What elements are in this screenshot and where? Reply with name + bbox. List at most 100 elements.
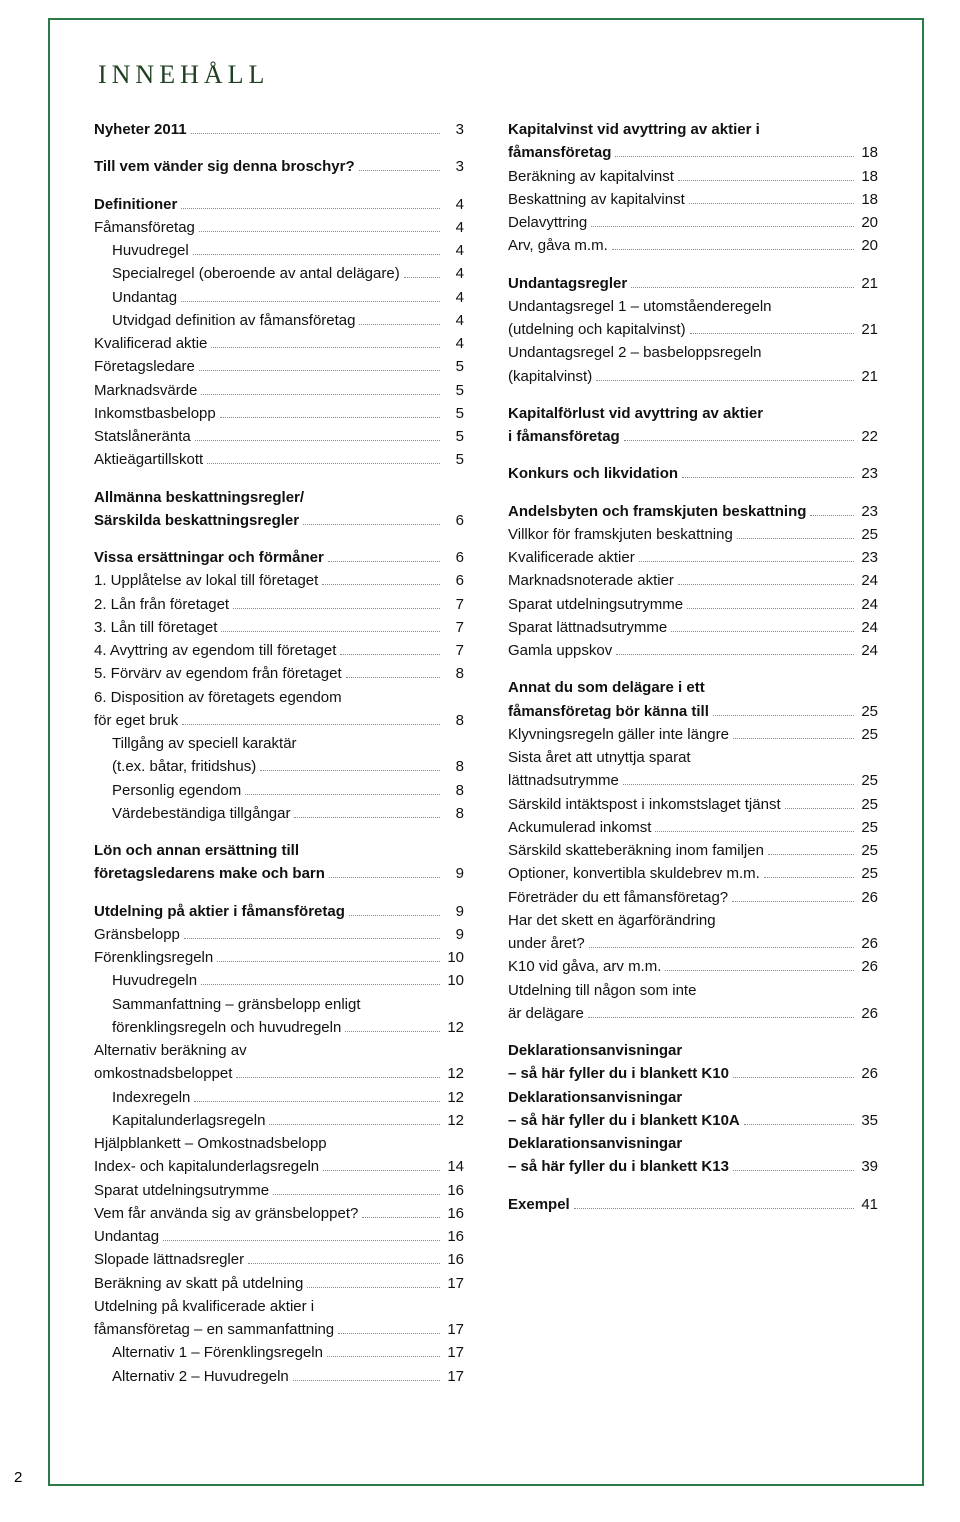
toc-page: 12 <box>444 1109 464 1132</box>
toc-entry[interactable]: Sparat lättnadsutrymme24 <box>508 616 878 639</box>
toc-entry[interactable]: 2. Lån från företaget7 <box>94 593 464 616</box>
toc-entry[interactable]: Kvalificerade aktier23 <box>508 546 878 569</box>
toc-entry[interactable]: Beräkning av kapitalvinst18 <box>508 165 878 188</box>
toc-entry[interactable]: Har det skett en ägarförändring <box>508 909 878 932</box>
toc-entry[interactable]: Exempel41 <box>508 1193 878 1216</box>
toc-entry[interactable]: företagsledarens make och barn9 <box>94 862 464 885</box>
toc-entry[interactable]: Sammanfattning – gränsbelopp enligt <box>94 993 464 1016</box>
toc-entry[interactable]: Slopade lättnadsregler16 <box>94 1248 464 1271</box>
toc-entry[interactable]: Särskild skatteberäkning inom familjen25 <box>508 839 878 862</box>
toc-entry[interactable]: lättnadsutrymme25 <box>508 769 878 792</box>
toc-entry[interactable]: Kapitalunderlagsregeln12 <box>94 1109 464 1132</box>
toc-entry[interactable]: omkostnadsbeloppet12 <box>94 1062 464 1085</box>
toc-entry[interactable]: Undantagsregel 2 – basbeloppsregeln <box>508 341 878 364</box>
toc-entry[interactable]: Till vem vänder sig denna broschyr?3 <box>94 155 464 178</box>
toc-entry[interactable]: Beräkning av skatt på utdelning17 <box>94 1272 464 1295</box>
toc-entry[interactable]: Utdelning på kvalificerade aktier i <box>94 1295 464 1318</box>
toc-entry[interactable]: Statslåneränta5 <box>94 425 464 448</box>
toc-entry[interactable]: Nyheter 20113 <box>94 118 464 141</box>
toc-entry[interactable]: 4. Avyttring av egendom till företaget7 <box>94 639 464 662</box>
toc-entry[interactable]: Inkomstbasbelopp5 <box>94 402 464 425</box>
toc-entry[interactable]: – så här fyller du i blankett K10A35 <box>508 1109 878 1132</box>
toc-entry[interactable]: Optioner, konvertibla skuldebrev m.m.25 <box>508 862 878 885</box>
toc-entry[interactable]: Fåmansföretag4 <box>94 216 464 239</box>
toc-entry[interactable]: Tillgång av speciell karaktär <box>94 732 464 755</box>
toc-entry[interactable]: (utdelning och kapitalvinst)21 <box>508 318 878 341</box>
toc-entry[interactable]: Personlig egendom8 <box>94 779 464 802</box>
toc-entry[interactable]: 1. Upplåtelse av lokal till företaget6 <box>94 569 464 592</box>
toc-entry[interactable]: Konkurs och likvidation23 <box>508 462 878 485</box>
toc-entry[interactable]: Andelsbyten och framskjuten beskattning2… <box>508 500 878 523</box>
toc-label: företagsledarens make och barn <box>94 862 325 885</box>
toc-entry[interactable]: Kvalificerad aktie4 <box>94 332 464 355</box>
toc-entry[interactable]: K10 vid gåva, arv m.m.26 <box>508 955 878 978</box>
toc-entry[interactable]: Definitioner4 <box>94 193 464 216</box>
toc-entry[interactable]: Ackumulerad inkomst25 <box>508 816 878 839</box>
toc-entry[interactable]: fåmansföretag bör känna till25 <box>508 700 878 723</box>
toc-entry[interactable]: Huvudregeln10 <box>94 969 464 992</box>
toc-entry[interactable]: Hjälpblankett – Omkostnadsbelopp <box>94 1132 464 1155</box>
toc-entry[interactable]: Särskild intäktspost i inkomstslaget tjä… <box>508 793 878 816</box>
toc-entry[interactable]: Delavyttring20 <box>508 211 878 234</box>
toc-label: Villkor för framskjuten beskattning <box>508 523 733 546</box>
toc-entry[interactable]: Sparat utdelningsutrymme16 <box>94 1179 464 1202</box>
toc-entry[interactable]: Indexregeln12 <box>94 1086 464 1109</box>
toc-entry[interactable]: Sista året att utnyttja sparat <box>508 746 878 769</box>
toc-entry[interactable]: Alternativ beräkning av <box>94 1039 464 1062</box>
toc-entry[interactable]: Index- och kapitalunderlagsregeln14 <box>94 1155 464 1178</box>
toc-entry[interactable]: Kapitalvinst vid avyttring av aktier i <box>508 118 878 141</box>
toc-entry[interactable]: Sparat utdelningsutrymme24 <box>508 593 878 616</box>
toc-entry[interactable]: Företagsledare5 <box>94 355 464 378</box>
toc-entry[interactable]: för eget bruk8 <box>94 709 464 732</box>
toc-entry[interactable]: Allmänna beskattningsregler/ <box>94 486 464 509</box>
toc-entry[interactable]: Lön och annan ersättning till <box>94 839 464 862</box>
toc-entry[interactable]: Specialregel (oberoende av antal delägar… <box>94 262 464 285</box>
toc-entry[interactable]: Alternativ 1 – Förenklingsregeln17 <box>94 1341 464 1364</box>
toc-entry[interactable]: Förenklingsregeln10 <box>94 946 464 969</box>
toc-entry[interactable]: Kapitalförlust vid avyttring av aktier <box>508 402 878 425</box>
toc-label: Alternativ 1 – Förenklingsregeln <box>112 1341 323 1364</box>
toc-entry[interactable]: i fåmansföretag22 <box>508 425 878 448</box>
toc-entry[interactable]: Villkor för framskjuten beskattning25 <box>508 523 878 546</box>
toc-entry[interactable]: (t.ex. båtar, fritidshus)8 <box>94 755 464 778</box>
toc-entry[interactable]: Marknadsnoterade aktier24 <box>508 569 878 592</box>
toc-entry[interactable]: Utvidgad definition av fåmansföretag4 <box>94 309 464 332</box>
toc-entry[interactable]: Klyvningsregeln gäller inte längre25 <box>508 723 878 746</box>
toc-entry[interactable]: Deklarationsanvisningar <box>508 1039 878 1062</box>
toc-entry[interactable]: Vissa ersättningar och förmåner6 <box>94 546 464 569</box>
toc-entry[interactable]: Annat du som delägare i ett <box>508 676 878 699</box>
toc-entry[interactable]: Gamla uppskov24 <box>508 639 878 662</box>
toc-entry[interactable]: Undantag16 <box>94 1225 464 1248</box>
toc-page: 20 <box>858 234 878 257</box>
toc-entry[interactable]: Aktieägartillskott5 <box>94 448 464 471</box>
toc-entry[interactable]: – så här fyller du i blankett K1026 <box>508 1062 878 1085</box>
toc-entry[interactable]: 3. Lån till företaget7 <box>94 616 464 639</box>
toc-entry[interactable]: fåmansföretag18 <box>508 141 878 164</box>
toc-entry[interactable]: Företräder du ett fåmansföretag?26 <box>508 886 878 909</box>
toc-entry[interactable]: Vem får använda sig av gränsbeloppet?16 <box>94 1202 464 1225</box>
toc-entry[interactable]: Alternativ 2 – Huvudregeln17 <box>94 1365 464 1388</box>
toc-entry[interactable]: Deklarationsanvisningar <box>508 1086 878 1109</box>
toc-entry[interactable]: är delägare26 <box>508 1002 878 1025</box>
toc-entry[interactable]: Huvudregel4 <box>94 239 464 262</box>
toc-entry[interactable]: – så här fyller du i blankett K1339 <box>508 1155 878 1178</box>
toc-entry[interactable]: under året?26 <box>508 932 878 955</box>
toc-entry[interactable]: Utdelning till någon som inte <box>508 979 878 1002</box>
toc-entry[interactable]: förenklingsregeln och huvudregeln12 <box>94 1016 464 1039</box>
toc-entry[interactable]: (kapitalvinst)21 <box>508 365 878 388</box>
toc-entry[interactable]: Undantagsregler21 <box>508 272 878 295</box>
toc-entry[interactable]: Särskilda beskattningsregler6 <box>94 509 464 532</box>
toc-entry[interactable]: Undantag4 <box>94 286 464 309</box>
toc-entry[interactable]: Deklarationsanvisningar <box>508 1132 878 1155</box>
toc-entry[interactable]: 5. Förvärv av egendom från företaget8 <box>94 662 464 685</box>
toc-entry[interactable]: Arv, gåva m.m.20 <box>508 234 878 257</box>
toc-entry[interactable]: Utdelning på aktier i fåmansföretag9 <box>94 900 464 923</box>
toc-page: 26 <box>858 932 878 955</box>
toc-entry[interactable]: Gränsbelopp9 <box>94 923 464 946</box>
toc-entry[interactable]: Värdebeständiga tillgångar8 <box>94 802 464 825</box>
toc-entry[interactable]: Undantagsregel 1 – utomståenderegeln <box>508 295 878 318</box>
toc-entry[interactable]: fåmansföretag – en sammanfattning17 <box>94 1318 464 1341</box>
toc-entry[interactable]: Beskattning av kapitalvinst18 <box>508 188 878 211</box>
toc-entry[interactable]: 6. Disposition av företagets egendom <box>94 686 464 709</box>
toc-entry[interactable]: Marknadsvärde5 <box>94 379 464 402</box>
